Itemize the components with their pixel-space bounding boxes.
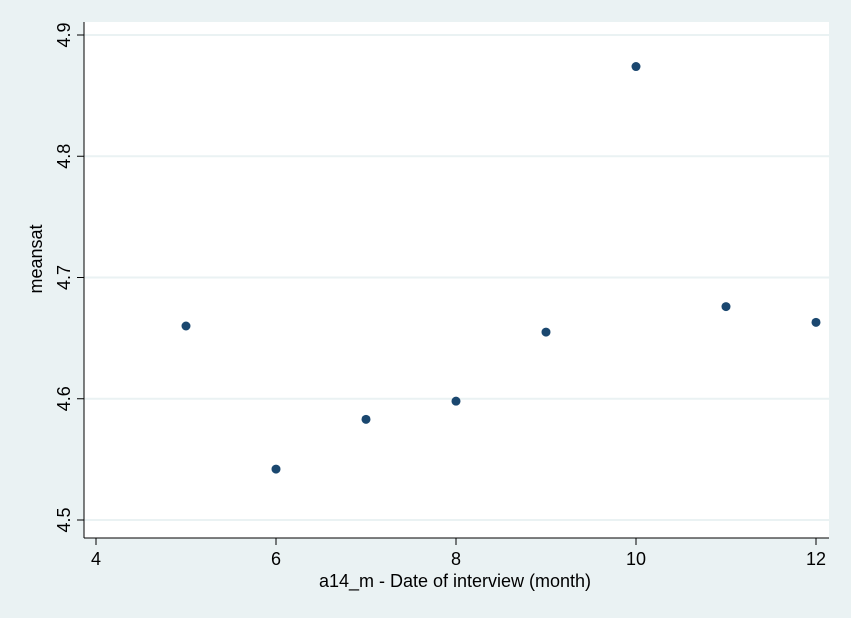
data-point [811,317,821,327]
x-tick-label: 8 [451,549,461,569]
y-tick-label: 4.9 [54,22,74,47]
data-point [541,327,551,337]
plot-area [84,22,829,538]
x-tick-label: 6 [271,549,281,569]
x-tick-label: 10 [626,549,646,569]
y-tick-label: 4.6 [54,386,74,411]
y-tick-label: 4.7 [54,265,74,290]
y-axis-title: meansat [26,224,46,293]
y-tick-label: 4.5 [54,507,74,532]
data-point [451,396,461,406]
data-point [721,302,731,312]
data-point [181,321,191,331]
x-tick-label: 12 [806,549,826,569]
tick-labels: 4.5 4.6 4.7 4.8 4.9 4 6 8 10 12 [54,22,826,569]
data-point [631,62,641,72]
y-tick-label: 4.8 [54,144,74,169]
data-point [271,464,281,474]
data-point [361,414,371,424]
tick-marks [77,34,817,545]
data-points [181,62,821,474]
x-tick-label: 4 [91,549,101,569]
x-axis-title: a14_m - Date of interview (month) [319,571,591,592]
